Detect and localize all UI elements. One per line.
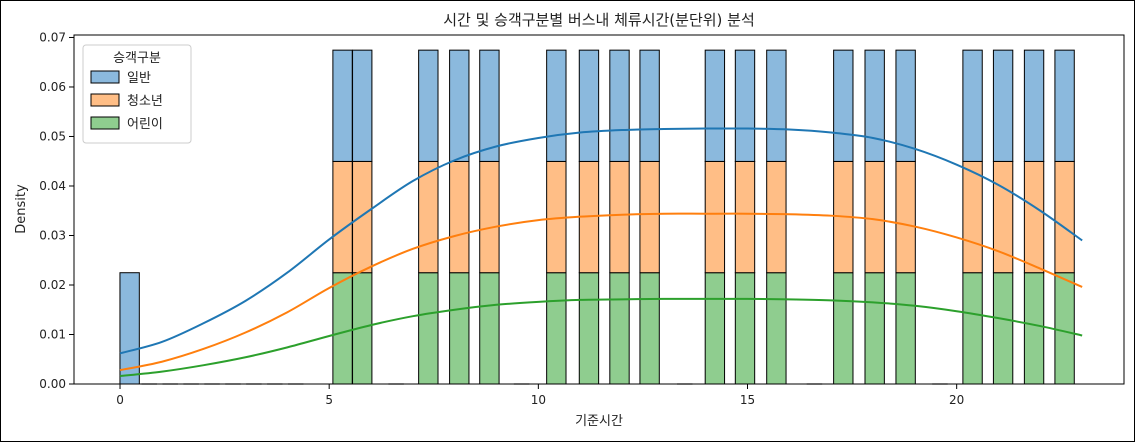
plot-area <box>73 34 1125 385</box>
bar-segment-어린이 <box>449 272 470 385</box>
bar-segment-청소년 <box>895 160 916 274</box>
bar-segment-청소년 <box>609 160 630 274</box>
y-tick-label: 0.06 <box>39 80 66 94</box>
bar-segment-일반 <box>609 49 630 162</box>
kde-layer <box>119 127 1083 378</box>
chart-title: 시간 및 승객구분별 버스내 체류시간(분단위) 분석 <box>443 11 755 29</box>
y-tick-label: 0.07 <box>39 30 66 44</box>
bar-segment-청소년 <box>962 160 983 274</box>
bar-segment-어린이 <box>578 272 600 385</box>
bar-segment-일반 <box>546 49 567 162</box>
bar-segment-어린이 <box>479 272 500 385</box>
legend-swatch-청소년 <box>90 93 120 107</box>
bar-segment-일반 <box>766 49 787 162</box>
bar-segment-청소년 <box>352 160 373 274</box>
bar-segment-어린이 <box>639 272 660 385</box>
bar-segment-일반 <box>895 49 916 162</box>
bar-segment-청소년 <box>332 160 353 274</box>
x-tick-label: 20 <box>949 393 964 407</box>
bar-segment-일반 <box>833 49 854 162</box>
bars-layer <box>119 49 1075 385</box>
legend-swatch-일반 <box>90 70 120 84</box>
bar-segment-일반 <box>1023 49 1045 162</box>
bar-segment-일반 <box>418 49 439 162</box>
y-tick-label: 0.03 <box>39 228 66 242</box>
kde-line-어린이 <box>119 297 1083 378</box>
bar-segment-일반 <box>449 49 470 162</box>
y-tick-label: 0.00 <box>39 377 66 391</box>
bar-segment-청소년 <box>449 160 470 274</box>
kde-line-청소년 <box>119 212 1083 372</box>
legend-label-일반: 일반 <box>127 71 151 86</box>
bar-segment-어린이 <box>418 272 439 385</box>
y-tick-label: 0.04 <box>39 179 66 193</box>
bar-segment-청소년 <box>734 160 756 274</box>
bar-segment-어린이 <box>609 272 630 385</box>
legend-label-청소년: 청소년 <box>127 94 163 109</box>
bar-segment-일반 <box>479 49 500 162</box>
bar-segment-청소년 <box>766 160 787 274</box>
bar-segment-일반 <box>734 49 756 162</box>
bar-segment-청소년 <box>639 160 660 274</box>
y-axis-label: Density <box>14 184 29 234</box>
x-tick-label: 5 <box>325 393 333 407</box>
legend-title: 승객구분 <box>113 51 161 66</box>
legend-label-어린이: 어린이 <box>127 117 163 132</box>
x-tick-label: 0 <box>116 393 124 407</box>
bar-segment-어린이 <box>864 272 885 385</box>
bar-segment-청소년 <box>418 160 439 274</box>
bar-segment-어린이 <box>962 272 983 385</box>
bar-segment-어린이 <box>895 272 916 385</box>
bar-segment-일반 <box>639 49 660 162</box>
bar-segment-청소년 <box>864 160 885 274</box>
bar-segment-일반 <box>864 49 885 162</box>
bar-segment-어린이 <box>704 272 726 385</box>
bar-segment-청소년 <box>479 160 500 274</box>
bar-segment-어린이 <box>766 272 787 385</box>
bar-segment-일반 <box>704 49 726 162</box>
kde-line-일반 <box>119 127 1083 355</box>
bar-segment-일반 <box>1054 49 1075 162</box>
bar-segment-어린이 <box>992 272 1014 385</box>
legend-swatch-어린이 <box>90 116 120 130</box>
bar-segment-일반 <box>332 49 353 162</box>
bar-segment-어린이 <box>833 272 854 385</box>
bar-segment-일반 <box>352 49 373 162</box>
bar-segment-청소년 <box>1023 160 1045 274</box>
x-axis-label: 기준시간 <box>575 414 623 429</box>
bar-segment-어린이 <box>546 272 567 385</box>
bar-segment-어린이 <box>332 272 353 385</box>
bar-segment-일반 <box>962 49 983 162</box>
x-ticks: 0 5 10 15 20 <box>116 384 964 407</box>
bar-segment-일반 <box>578 49 600 162</box>
y-tick-label: 0.05 <box>39 129 66 143</box>
bar-segment-어린이 <box>734 272 756 385</box>
y-ticks: 0.00 0.01 0.02 0.03 0.04 0.05 0.06 0.07 <box>39 30 74 391</box>
bar-segment-일반 <box>992 49 1014 162</box>
bar-segment-어린이 <box>1054 272 1075 385</box>
y-tick-label: 0.02 <box>39 278 66 292</box>
x-tick-label: 10 <box>531 393 546 407</box>
bar-segment-어린이 <box>1023 272 1045 385</box>
x-tick-label: 15 <box>740 393 755 407</box>
bar-segment-청소년 <box>1054 160 1075 274</box>
bar-segment-청소년 <box>704 160 726 274</box>
y-tick-label: 0.01 <box>39 327 66 341</box>
